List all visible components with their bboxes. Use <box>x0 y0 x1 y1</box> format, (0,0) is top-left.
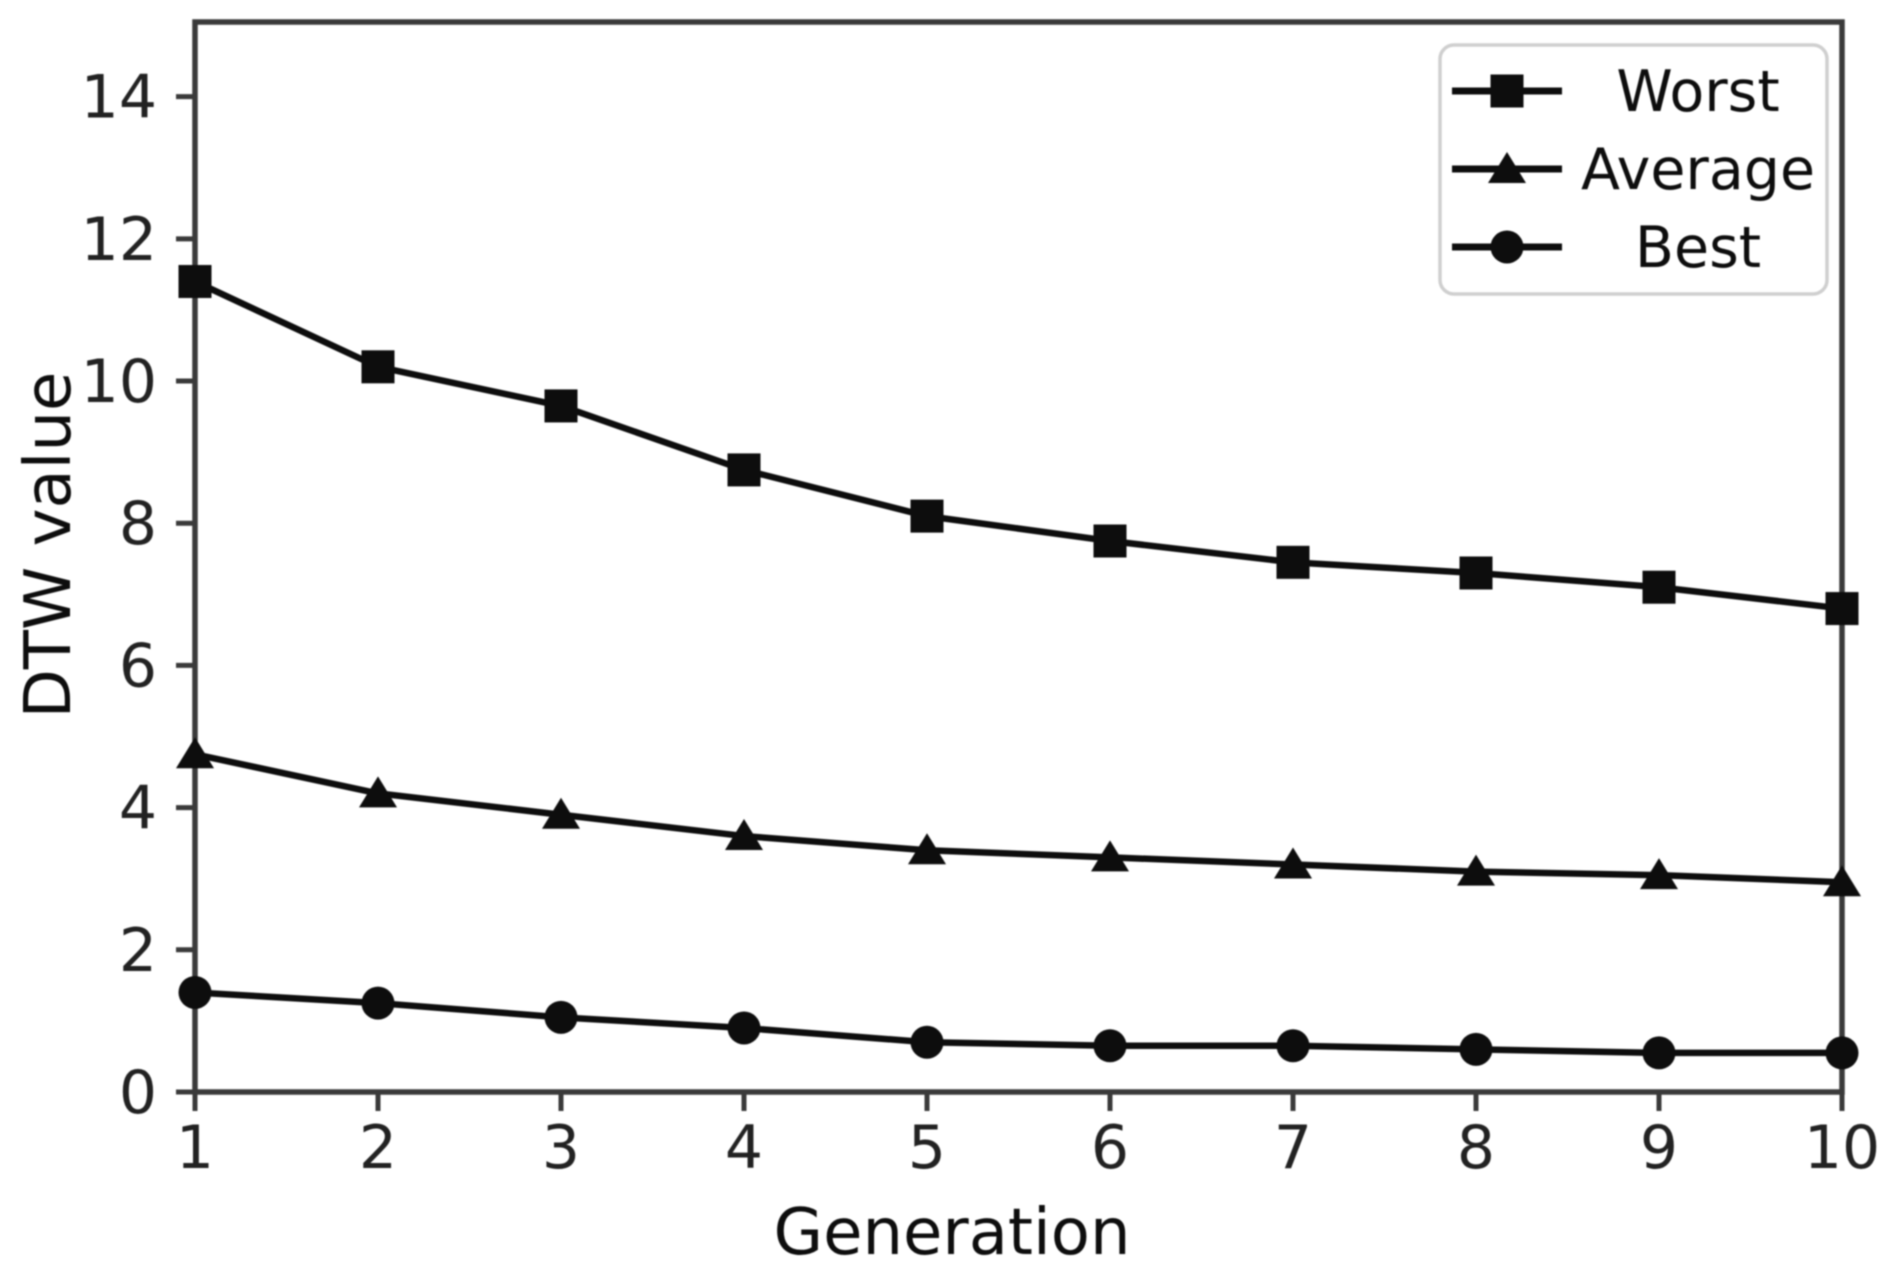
best-point-6 <box>1093 1029 1127 1063</box>
y-tick-label: 8 <box>119 489 157 559</box>
y-tick-label: 6 <box>119 631 157 701</box>
y-tick-label: 12 <box>81 205 157 275</box>
best-point-7 <box>1276 1029 1310 1063</box>
worst-point-5 <box>910 499 944 533</box>
best-point-9 <box>1642 1036 1676 1070</box>
y-tick-label: 0 <box>119 1058 157 1128</box>
worst-point-9 <box>1642 570 1676 604</box>
series-worst <box>178 265 1859 626</box>
average-point-9 <box>1640 858 1678 890</box>
legend: Worst Average Best <box>1438 43 1829 296</box>
average-point-2 <box>359 776 397 808</box>
y-tick-label: 4 <box>119 774 157 844</box>
x-tick-label: 1 <box>176 1113 214 1183</box>
worst-point-3 <box>544 389 578 423</box>
legend-item-average: Average <box>1452 137 1815 203</box>
legend-square-icon <box>1490 74 1524 108</box>
average-point-4 <box>725 819 763 851</box>
series-best <box>178 975 1859 1070</box>
legend-item-best: Best <box>1452 215 1761 281</box>
y-axis: 0 2 4 6 8 10 12 14 <box>81 63 195 1128</box>
x-tick-label: 8 <box>1457 1113 1495 1183</box>
best-point-2 <box>361 986 395 1020</box>
legend-label: Best <box>1635 215 1761 281</box>
y-tick-label: 10 <box>81 347 157 417</box>
best-point-8 <box>1459 1032 1493 1066</box>
worst-point-6 <box>1093 524 1127 558</box>
worst-point-8 <box>1459 556 1493 590</box>
legend-label: Average <box>1581 137 1815 203</box>
worst-point-4 <box>727 453 761 487</box>
best-point-5 <box>910 1025 944 1059</box>
worst-point-10 <box>1825 592 1859 626</box>
worst-point-7 <box>1276 545 1310 579</box>
y-tick-label: 14 <box>81 63 157 133</box>
x-tick-label: 5 <box>908 1113 946 1183</box>
best-point-3 <box>544 1000 578 1034</box>
best-point-10 <box>1825 1036 1859 1070</box>
average-point-10 <box>1823 865 1861 897</box>
legend-circle-icon <box>1490 230 1524 264</box>
series-average <box>176 737 1861 897</box>
plot-border <box>192 19 1845 1095</box>
worst-point-1 <box>178 265 212 299</box>
x-axis-label: Generation <box>773 1196 1130 1266</box>
x-tick-label: 9 <box>1640 1113 1678 1183</box>
average-point-8 <box>1457 854 1495 886</box>
average-point-3 <box>542 797 580 829</box>
x-tick-label: 7 <box>1274 1113 1312 1183</box>
legend-box <box>1438 43 1829 296</box>
legend-label: Worst <box>1616 59 1779 125</box>
legend-item-worst: Worst <box>1452 59 1780 125</box>
x-tick-label: 6 <box>1091 1113 1129 1183</box>
y-axis-label: DTW value <box>12 372 86 719</box>
best-point-4 <box>727 1011 761 1045</box>
legend-triangle-icon <box>1488 152 1526 183</box>
x-tick-label: 3 <box>542 1113 580 1183</box>
series-best-line <box>194 989 1842 1057</box>
series-worst-line <box>193 278 1843 612</box>
x-tick-label: 2 <box>359 1113 397 1183</box>
series-average-line <box>194 751 1843 886</box>
y-tick-label: 2 <box>119 916 157 986</box>
average-point-6 <box>1091 840 1129 872</box>
best-point-1 <box>178 975 212 1009</box>
average-point-7 <box>1274 847 1312 879</box>
worst-point-2 <box>361 350 395 384</box>
average-point-1 <box>176 737 214 769</box>
x-axis: 1 2 3 4 5 6 7 8 9 10 <box>176 1092 1880 1183</box>
x-tick-label: 10 <box>1804 1113 1880 1183</box>
average-point-5 <box>908 833 946 865</box>
x-tick-label: 4 <box>725 1113 763 1183</box>
